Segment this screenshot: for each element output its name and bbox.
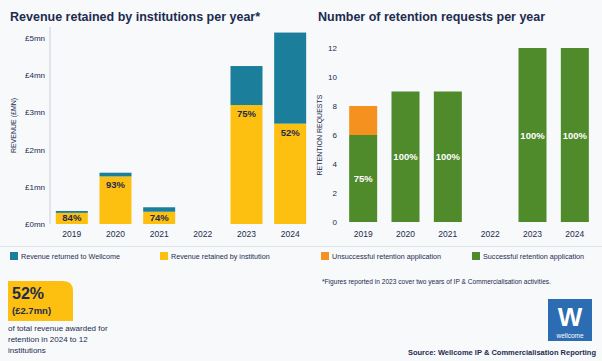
x-tick-label: 2020 (106, 229, 125, 239)
legend-swatch (321, 252, 329, 260)
bar-segment (231, 105, 263, 224)
legend-swatch (160, 252, 168, 260)
bar-segment (392, 91, 420, 92)
bars (349, 48, 589, 222)
x-tick-label: 2021 (150, 229, 169, 239)
callout-text: institutions (8, 346, 46, 355)
y-tick-label: 12 (328, 44, 337, 53)
y-tick-label: £2mn (25, 146, 45, 155)
share-label: 52% (281, 127, 301, 138)
share-label: 75% (237, 108, 257, 119)
share-label: 75% (354, 173, 374, 184)
y-tick-label: 8 (333, 102, 338, 111)
share-label: 100% (436, 151, 461, 162)
x-tick-label: 2023 (237, 229, 256, 239)
share-label: 100% (563, 130, 588, 141)
footnote: *Figures reported in 2023 cover two year… (322, 278, 551, 286)
callout-text: retention in 2024 to 12 (8, 335, 88, 344)
y-tick-label: 4 (333, 160, 338, 169)
chart-title: Number of retention requests per year (318, 10, 545, 24)
x-tick-label: 2022 (193, 229, 212, 239)
bar-segment (143, 212, 175, 224)
y-tick-label: £1mn (25, 183, 45, 192)
bar-segment (274, 124, 306, 224)
bar-segment (434, 92, 462, 223)
bar-segment (392, 92, 420, 223)
separator (0, 246, 602, 247)
x-tick-label: 2023 (523, 229, 542, 239)
callout-text: of total revenue awarded for (8, 324, 108, 333)
bar-segment (561, 48, 589, 49)
legend-label: Revenue retained by institution (171, 252, 270, 261)
bar-segment (100, 176, 132, 224)
chart-panel: Revenue retained by institutions per yea… (10, 10, 306, 261)
logo-mark: W (558, 302, 583, 332)
y-tick-label: 2 (333, 189, 338, 198)
share-label: 100% (393, 151, 418, 162)
y-tick-label: 0 (333, 218, 338, 227)
x-tick-label: 2024 (281, 229, 300, 239)
x-tick-label: 2019 (354, 229, 373, 239)
legend-label: Successful retention application (483, 252, 584, 261)
callout-amount: (£2.7mn) (12, 305, 51, 316)
infographic: Revenue retained by institutions per yea… (0, 0, 602, 361)
bars (56, 33, 306, 224)
source: Source: Wellcome IP & Commercialisation … (408, 348, 597, 357)
legend-label: Unsuccessful retention application (332, 252, 441, 261)
y-tick-label: 10 (328, 73, 337, 82)
y-tick-label: 6 (333, 131, 338, 140)
logo-box (548, 299, 592, 341)
x-tick-label: 2022 (481, 229, 500, 239)
x-tick-label: 2020 (396, 229, 415, 239)
callout-box (8, 281, 73, 321)
x-tick-label: 2021 (438, 229, 457, 239)
x-tick-label: 2024 (565, 229, 584, 239)
chart-panel: Number of retention requests per year RET… (316, 10, 589, 261)
y-tick-label: £5mn (25, 34, 45, 43)
y-tick-label: £4mn (25, 71, 45, 80)
y-axis-line (50, 27, 51, 224)
bar-segment (561, 48, 589, 222)
background (0, 0, 602, 361)
bar-segment (519, 48, 547, 49)
y-tick-label: £0mn (25, 220, 45, 229)
y-axis-label: REVENUE (£MN) (10, 98, 18, 153)
bar-segment (519, 48, 547, 222)
legend-swatch (472, 252, 480, 260)
bar-segment (349, 135, 377, 222)
bar-segment (434, 91, 462, 92)
legend-swatch (10, 252, 18, 260)
callout-value: 52% (12, 285, 44, 302)
bar-segment (349, 106, 377, 135)
share-label: 84% (62, 212, 82, 223)
y-tick-label: £3mn (25, 108, 45, 117)
legend-label: Revenue returned to Wellcome (21, 252, 120, 261)
share-label: 100% (520, 130, 545, 141)
x-tick-label: 2019 (62, 229, 81, 239)
logo-text: wellcome (555, 332, 583, 339)
bar-segment (231, 66, 263, 105)
share-label: 74% (150, 212, 170, 223)
bar-segment (274, 33, 306, 124)
bar-segment (56, 213, 88, 224)
share-label: 93% (106, 179, 126, 190)
y-axis-label: RETENTION REQUESTS (316, 94, 324, 175)
chart-title: Revenue retained by institutions per yea… (10, 10, 260, 24)
bar-segment (100, 173, 132, 177)
